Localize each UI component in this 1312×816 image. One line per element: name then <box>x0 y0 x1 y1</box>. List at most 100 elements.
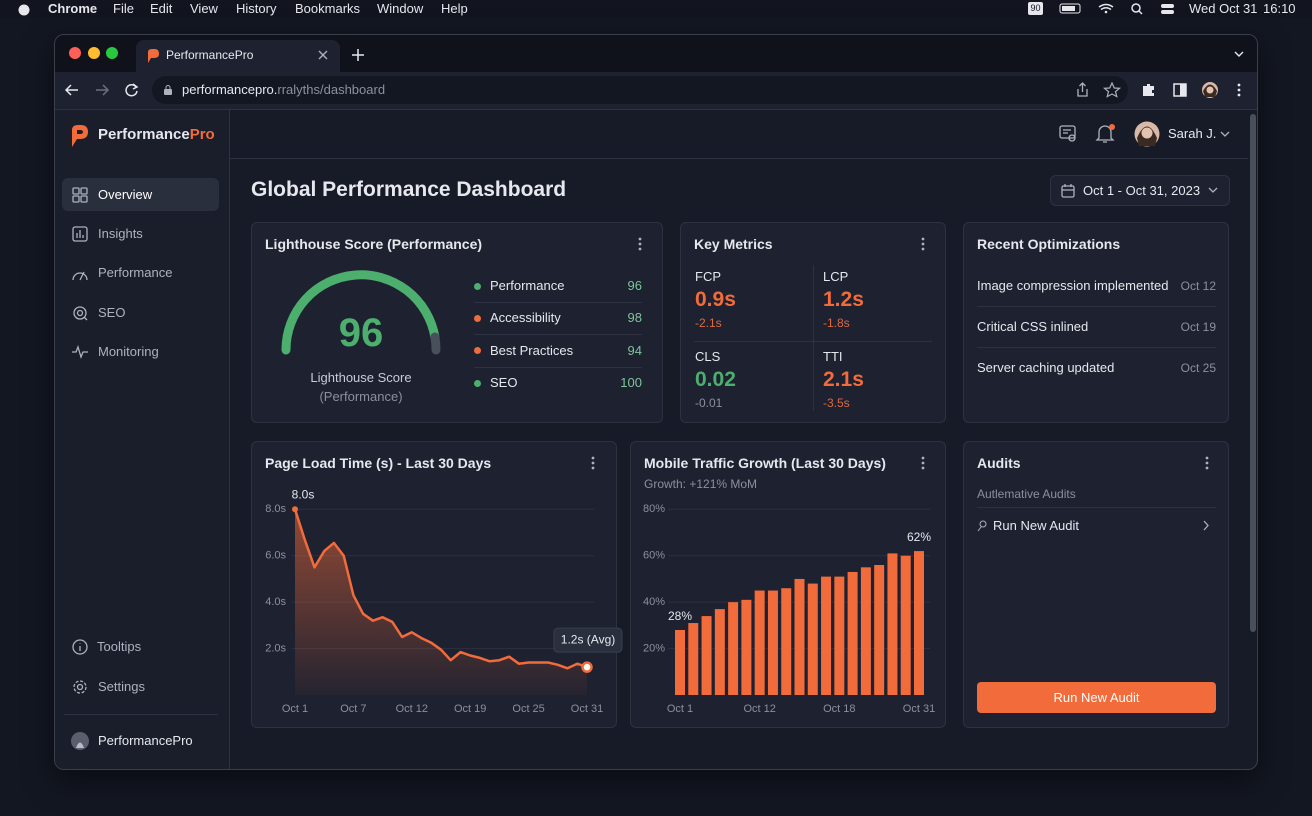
menu-app[interactable]: Chrome <box>48 1 98 16</box>
optimization-text[interactable]: Image compression implemented <box>977 278 1169 293</box>
bottom-nav-icons <box>72 639 88 694</box>
status-badge: 90 <box>1028 2 1043 15</box>
url-host: performancepro. <box>182 82 278 97</box>
sidebar <box>55 110 230 769</box>
tab-close[interactable] <box>318 50 328 60</box>
menu-item[interactable]: History <box>236 1 277 16</box>
divider <box>977 306 1216 307</box>
metric-delta: -0.01 <box>695 396 723 410</box>
nav-item[interactable]: Overview <box>98 187 153 202</box>
row-value: 96 <box>627 278 642 293</box>
nav-active-bg <box>62 178 219 211</box>
metric-value: 1.2s <box>823 288 864 311</box>
menu-item[interactable]: Bookmarks <box>295 1 361 16</box>
optimizations-card <box>963 222 1229 423</box>
metric-value: 2.1s <box>823 368 864 391</box>
card-menu[interactable] <box>921 456 925 470</box>
nav-item[interactable]: Monitoring <box>98 344 159 359</box>
status-dot <box>474 314 481 322</box>
sidebar-footer[interactable]: PerformancePro <box>98 733 193 748</box>
window-controls[interactable] <box>68 46 120 60</box>
status-dot <box>474 347 481 355</box>
row-label[interactable]: SEO <box>490 375 518 391</box>
user-avatar[interactable] <box>1134 121 1160 147</box>
nav-buttons[interactable] <box>64 82 144 98</box>
url-path: rralyths/dashboard <box>277 82 386 97</box>
nav-item[interactable]: Settings <box>98 679 145 694</box>
address-bar[interactable] <box>152 76 1128 104</box>
status-icons <box>1059 3 1174 15</box>
active-tab[interactable] <box>136 40 340 72</box>
audit-item[interactable]: Run New Audit <box>993 518 1079 533</box>
row-label[interactable]: Performance <box>490 278 565 293</box>
menu-time: 16:10 <box>1263 1 1296 16</box>
metric-value: 0.9s <box>695 288 736 311</box>
brand[interactable]: PerformancePro <box>98 127 215 143</box>
nav-item[interactable]: Tooltips <box>97 639 142 654</box>
new-tab[interactable] <box>352 49 364 61</box>
apple-icon[interactable] <box>17 2 31 16</box>
optimization-date: Oct 12 <box>1180 279 1216 293</box>
card-menu[interactable] <box>638 237 642 251</box>
row-label[interactable]: Best Practices <box>490 342 574 358</box>
toolbar-icons[interactable] <box>1075 82 1255 98</box>
tab-favicon <box>148 49 159 63</box>
row-value: 100 <box>620 375 642 391</box>
optimization-date: Oct 25 <box>1180 361 1216 375</box>
nav-icons <box>72 187 88 359</box>
date-picker[interactable] <box>1050 175 1230 206</box>
date-range[interactable]: Oct 1 - Oct 31, 2023 <box>1083 183 1201 198</box>
user-name[interactable]: Sarah J. <box>1168 126 1217 141</box>
card-title: Lighthouse Score (Performance) <box>265 236 483 252</box>
metric-value: 0.02 <box>695 368 736 391</box>
nav-item[interactable]: SEO <box>98 305 126 320</box>
divider <box>813 265 814 411</box>
card-title: Audits <box>977 455 1021 471</box>
scrollbar <box>1250 114 1256 632</box>
run-audit-button[interactable]: Run New Audit <box>977 682 1216 713</box>
menu-item[interactable]: Window <box>377 1 424 16</box>
chart-title: Page Load Time (s) - Last 30 Days <box>265 455 492 471</box>
chevron[interactable] <box>1203 520 1210 531</box>
audit-icon <box>977 520 987 532</box>
chart-subtitle: Growth: +121% MoM <box>644 477 758 491</box>
score-caption-sub-text: (Performance) <box>319 389 403 404</box>
metric-label: FCP <box>695 269 721 284</box>
url[interactable]: performancepro.rralyths/dashboard <box>182 82 385 98</box>
row-value: 94 <box>627 342 642 358</box>
optimization-text[interactable]: Critical CSS inlined <box>977 319 1089 334</box>
divider <box>474 302 642 303</box>
menu-item[interactable]: Help <box>441 1 468 16</box>
metric-label: TTI <box>823 349 843 364</box>
row-label[interactable]: Accessibility <box>490 310 561 326</box>
score-value: 96 <box>338 311 384 355</box>
calendar-icon <box>1061 184 1075 198</box>
brand-accent: Pro <box>189 126 215 143</box>
header-divider <box>230 158 1248 159</box>
card-menu[interactable] <box>921 237 925 251</box>
brand-logo <box>72 125 88 147</box>
nav-item[interactable]: Insights <box>98 226 143 241</box>
metric-delta: -2.1s <box>695 316 722 330</box>
divider <box>474 366 642 368</box>
menu-item[interactable]: File <box>113 1 134 16</box>
score-caption: Lighthouse Score <box>310 370 412 385</box>
card-title: Key Metrics <box>694 236 773 252</box>
menu-item[interactable]: View <box>190 1 218 16</box>
tab-menu[interactable] <box>1234 51 1244 58</box>
header-icons[interactable] <box>1058 124 1118 144</box>
optimization-text[interactable]: Server caching updated <box>977 360 1115 375</box>
tab-title[interactable]: PerformancePro <box>166 48 254 62</box>
metric-label: CLS <box>695 349 721 364</box>
lighthouse-card <box>251 222 663 423</box>
audits-card <box>963 441 1229 728</box>
lock-icon <box>164 85 172 95</box>
card-menu[interactable] <box>1205 456 1209 470</box>
chart-title: Mobile Traffic Growth (Last 30 Days) <box>644 455 886 471</box>
card-menu[interactable] <box>591 456 595 470</box>
menu-item[interactable]: Edit <box>150 1 173 16</box>
user-menu-caret[interactable] <box>1220 131 1230 138</box>
nav-item[interactable]: Performance <box>98 265 173 280</box>
metric-delta: -1.8s <box>823 316 850 330</box>
divider <box>64 714 218 715</box>
